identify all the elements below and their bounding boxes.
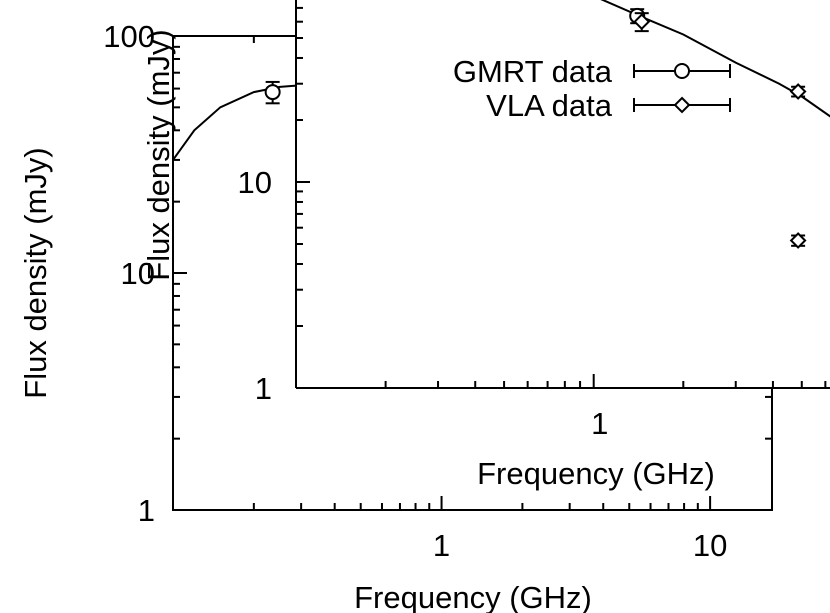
- main-y-tick-label: 10: [121, 256, 155, 291]
- legend-label-vla: VLA data: [486, 88, 613, 123]
- inset-point-diamond-1-1: [789, 83, 807, 100]
- inset-y-tick-label: 1: [255, 371, 272, 406]
- inset-model-curve: [600, 0, 830, 118]
- legend-sample-vla: [633, 96, 731, 114]
- main-y-tick-label: 100: [103, 19, 155, 54]
- legend-sample-marker: [674, 63, 690, 79]
- inset-x-tick-label: 1: [591, 406, 608, 441]
- inset-model-curve-layer: [600, 0, 830, 118]
- inset-point-diamond-1-6: [789, 232, 807, 249]
- main-point-circle-0-0: [264, 80, 281, 105]
- inset-marker-diamond: [633, 13, 651, 31]
- inset-y-tick-label: 10: [238, 165, 272, 200]
- inset-data-points: [629, 7, 807, 249]
- legend: GMRT data VLA data: [453, 54, 731, 123]
- inset-x-axis-label: Frequency (GHz): [477, 456, 715, 491]
- legend-label-gmrt: GMRT data: [453, 54, 613, 89]
- main-marker-circle: [264, 84, 281, 101]
- inset-point-diamond-1-0: [633, 12, 651, 33]
- main-x-tick-label: 10: [693, 528, 727, 563]
- main-y-axis-label: Flux density (mJy): [18, 147, 53, 398]
- inset-y-axis-label: Flux density (mJy): [141, 29, 176, 280]
- main-x-axis-label: Frequency (GHz): [354, 580, 592, 613]
- main-x-tick-label: 1: [433, 528, 450, 563]
- main-y-tick-label: 1: [138, 493, 155, 528]
- inset-marker-diamond: [789, 232, 807, 249]
- legend-sample-marker: [673, 96, 691, 114]
- main-tick-labels: 1 10 1 10 100: [103, 19, 727, 563]
- inset-marker-diamond: [789, 83, 807, 100]
- legend-sample-gmrt: [633, 63, 731, 79]
